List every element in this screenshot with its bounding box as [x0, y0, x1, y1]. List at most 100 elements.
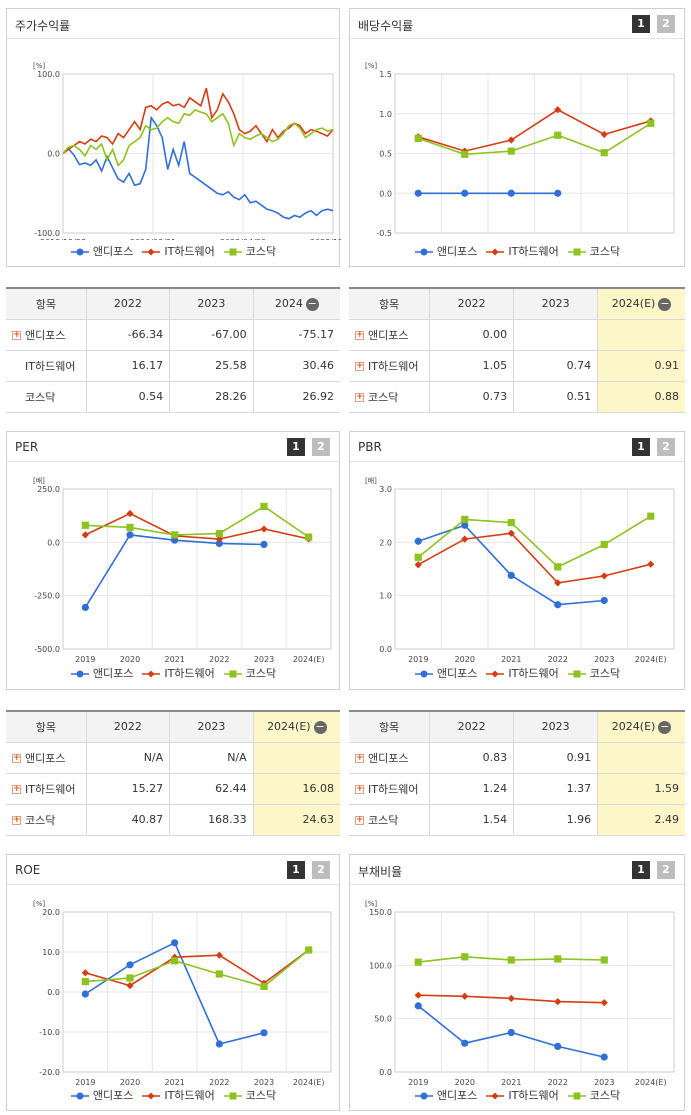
legend-item: 코스닥 [223, 665, 276, 681]
row-name[interactable]: + 앤디포스 [349, 742, 431, 774]
collapse-minus-icon[interactable]: − [658, 296, 672, 311]
x-tick-label: 2022 [548, 655, 568, 663]
expand-plus-icon[interactable]: + [12, 330, 21, 340]
series-line [85, 949, 310, 988]
legend-item: IT하드웨어 [485, 243, 559, 259]
data-point [414, 134, 422, 142]
y-tick-label: 0.0 [47, 150, 60, 159]
page-1-button[interactable]: 1 [632, 861, 650, 879]
column-header: 2022 [429, 287, 515, 320]
page-2-button[interactable]: 2 [312, 861, 330, 879]
page-1-button[interactable]: 1 [287, 861, 305, 879]
expand-plus-icon[interactable]: + [12, 784, 21, 794]
collapse-minus-icon[interactable]: − [313, 719, 327, 734]
row-name[interactable]: + IT하드웨어 [349, 350, 431, 382]
legend-label: 앤디포스 [92, 1089, 134, 1102]
row-name[interactable]: + 앤디포스 [349, 319, 431, 351]
legend-label: 앤디포스 [436, 667, 478, 680]
data-point [554, 955, 562, 963]
x-tick-label: 2024(E) [635, 239, 667, 240]
row-name[interactable]: + IT하드웨어 [349, 773, 431, 805]
pbr-chart: [배]3.0 2.0 1.0 0.0 2019 2020 2021 2022 2023 2024(… [365, 476, 675, 663]
legend-item: 코스닥 [567, 665, 620, 681]
table-cell [253, 742, 340, 774]
row-name[interactable]: + 코스닥 [349, 804, 431, 836]
y-unit-label: [%] [365, 900, 377, 908]
data-point [507, 994, 515, 1002]
expand-plus-icon[interactable]: + [12, 815, 21, 825]
table-row: + IT하드웨어 1.24 1.37 1.59 [349, 773, 685, 805]
row-name[interactable]: + 코스닥 [349, 381, 431, 413]
row-name[interactable]: + 앤디포스 [6, 319, 87, 351]
row-name[interactable]: + 코스닥 [6, 804, 87, 836]
expand-plus-icon[interactable]: + [355, 361, 364, 371]
page-1-button[interactable]: 1 [287, 438, 305, 456]
data-point [554, 563, 562, 571]
table-cell: 15.27 [86, 773, 171, 805]
page-2-button[interactable]: 2 [657, 861, 675, 879]
y-tick-label: -10.0 [39, 1028, 60, 1037]
legend-label: 앤디포스 [436, 1089, 478, 1102]
collapse-minus-icon[interactable]: − [305, 296, 319, 311]
x-tick-label: 2021 [501, 1078, 521, 1086]
square-marker-icon [223, 670, 242, 678]
table-row: 코스닥 0.54 28.26 26.92 [6, 381, 340, 413]
expand-plus-icon[interactable]: + [12, 753, 21, 763]
page-2-button[interactable]: 2 [657, 15, 675, 33]
data-point [260, 540, 268, 549]
data-point [600, 999, 608, 1007]
legend-label: 코스닥 [589, 667, 621, 680]
data-point [215, 530, 223, 538]
expand-plus-icon[interactable]: + [355, 815, 364, 825]
page-2-button[interactable]: 2 [312, 438, 330, 456]
per-table: 항목 2022 2023 2024(E) − + 앤디포스 N/A N/A + IT하드웨어 15.2… [6, 710, 340, 836]
data-point [81, 603, 89, 611]
row-name[interactable]: IT하드웨어 [6, 350, 87, 382]
table-cell: 40.87 [86, 804, 171, 836]
page-1-button[interactable]: 1 [632, 438, 650, 456]
data-point [461, 189, 469, 197]
collapse-minus-icon[interactable]: − [658, 719, 672, 734]
table-row: + 앤디포스 N/A N/A [6, 742, 340, 774]
page-1-button[interactable]: 1 [632, 15, 650, 33]
data-point [126, 509, 134, 518]
data-point [215, 1040, 223, 1048]
column-header: 2024− [253, 287, 340, 320]
top-tab-strip [0, 0, 691, 6]
x-tick-label: 2020 [120, 1078, 140, 1086]
x-tick-label: 2021 [501, 655, 521, 663]
data-point [600, 1053, 608, 1061]
panel-title: 부채비율 [358, 865, 403, 879]
x-tick-label: 2019 [75, 1078, 95, 1086]
y-tick-label: 250.0 [37, 485, 60, 494]
table-cell: 0.91 [513, 742, 599, 774]
x-tick-label: 2021 [164, 1078, 184, 1086]
row-name[interactable]: 코스닥 [6, 381, 87, 413]
row-name[interactable]: + IT하드웨어 [6, 773, 87, 805]
stock-return-chart: [%]100.0 0.0 -100.02018/12/28 2020/08/31 202… [33, 62, 341, 240]
legend-label: 앤디포스 [92, 667, 134, 680]
circle-marker-icon [70, 1092, 89, 1100]
legend-label: 앤디포스 [92, 245, 134, 258]
y-unit-label: [%] [33, 900, 45, 908]
diamond-marker-icon [142, 248, 161, 256]
data-point [507, 956, 515, 964]
page-2-button[interactable]: 2 [657, 438, 675, 456]
legend-label: 코스닥 [245, 667, 277, 680]
row-name[interactable]: + 앤디포스 [6, 742, 87, 774]
data-point [126, 961, 134, 969]
table-row: + 코스닥 1.54 1.96 2.49 [349, 804, 685, 836]
x-tick-label: 2020 [455, 655, 475, 663]
expand-plus-icon[interactable]: + [355, 392, 364, 402]
data-point [600, 596, 608, 605]
table-cell: N/A [86, 742, 171, 774]
table-cell: 0.88 [597, 381, 685, 413]
y-tick-label: -100.0 [34, 229, 60, 238]
expand-plus-icon[interactable]: + [355, 330, 364, 340]
expand-plus-icon[interactable]: + [355, 784, 364, 794]
legend-label: 코스닥 [245, 1089, 277, 1102]
chart-legend: 앤디포스 IT하드웨어 코스닥 [7, 243, 339, 259]
data-point [126, 531, 134, 539]
table-cell: 1.59 [597, 773, 685, 805]
expand-plus-icon[interactable]: + [355, 753, 364, 763]
